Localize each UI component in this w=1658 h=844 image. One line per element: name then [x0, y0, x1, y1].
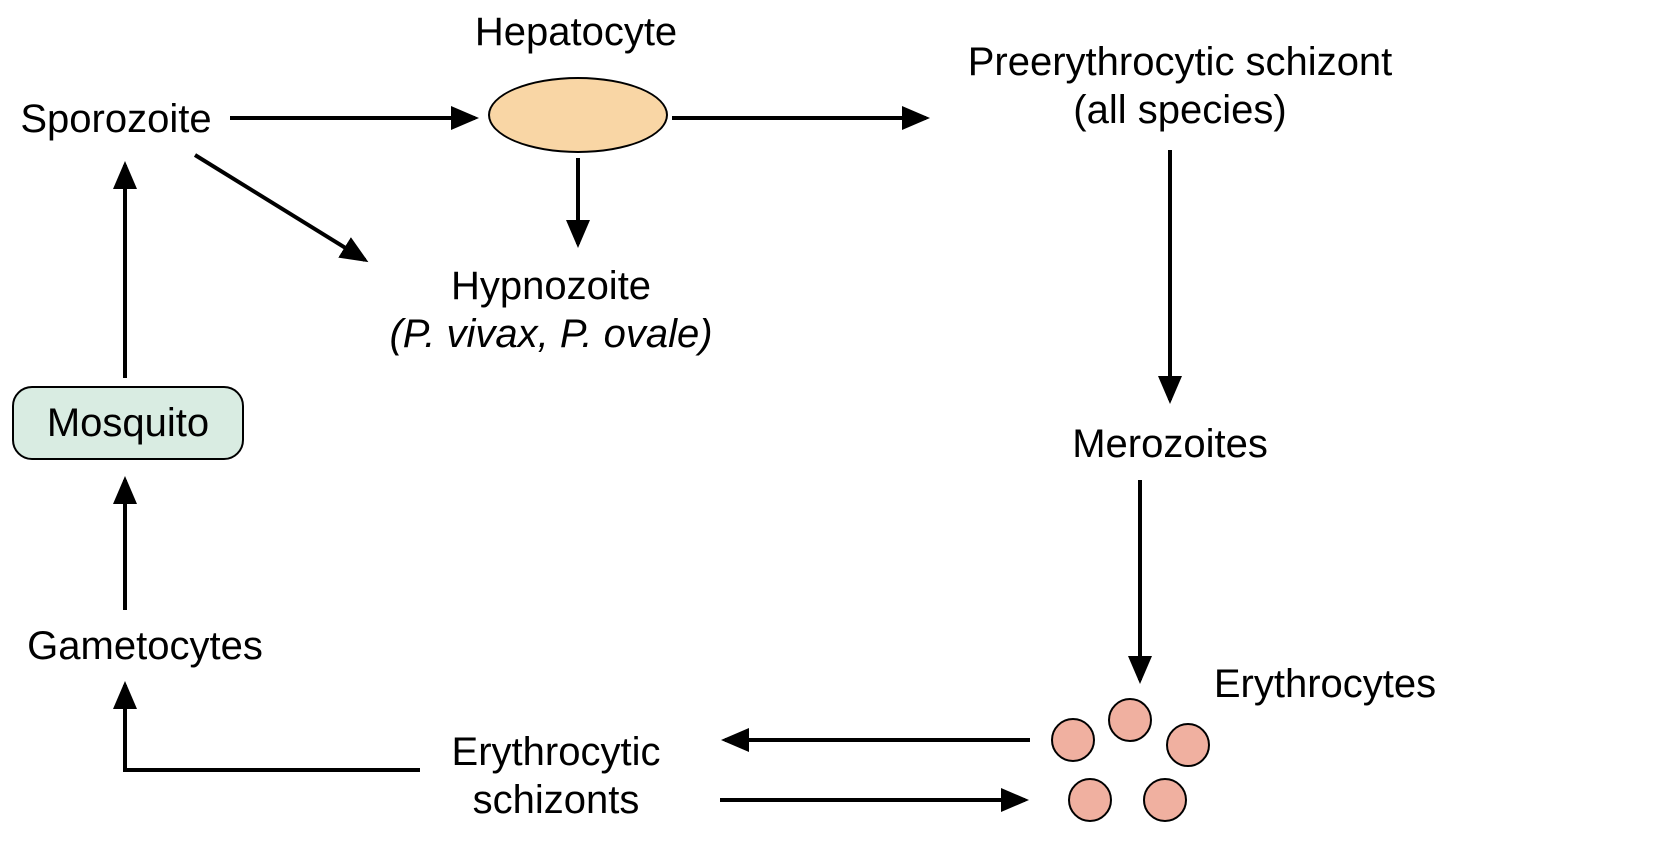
- mosquito-box: Mosquito: [12, 386, 244, 460]
- hepatocyte-cell: [488, 77, 668, 153]
- arrow-schizonts-gametocytes: [125, 685, 420, 770]
- erythrocyte-circle-4: [1068, 778, 1112, 822]
- hepatocyte-label: Hepatocyte: [456, 8, 696, 56]
- gametocytes-label: Gametocytes: [0, 622, 290, 670]
- erythrocyte-circle-1: [1051, 718, 1095, 762]
- erythrocytic-schizonts-label: Erythrocytic schizonts: [426, 728, 686, 824]
- merozoites-label: Merozoites: [1060, 420, 1280, 468]
- mosquito-label: Mosquito: [47, 401, 209, 446]
- erythrocyte-circle-5: [1143, 778, 1187, 822]
- erythrocyte-circle-3: [1166, 723, 1210, 767]
- hypnozoite-label: Hypnozoite (P. vivax, P. ovale): [336, 262, 766, 358]
- preerythrocytic-label: Preerythrocytic schizont (all species): [940, 38, 1420, 134]
- erythrocyte-circle-2: [1108, 698, 1152, 742]
- erythrocytes-label: Erythrocytes: [1195, 660, 1455, 708]
- sporozoite-label: Sporozoite: [6, 95, 226, 143]
- arrow-sporozoite-hypnozoite: [195, 155, 365, 260]
